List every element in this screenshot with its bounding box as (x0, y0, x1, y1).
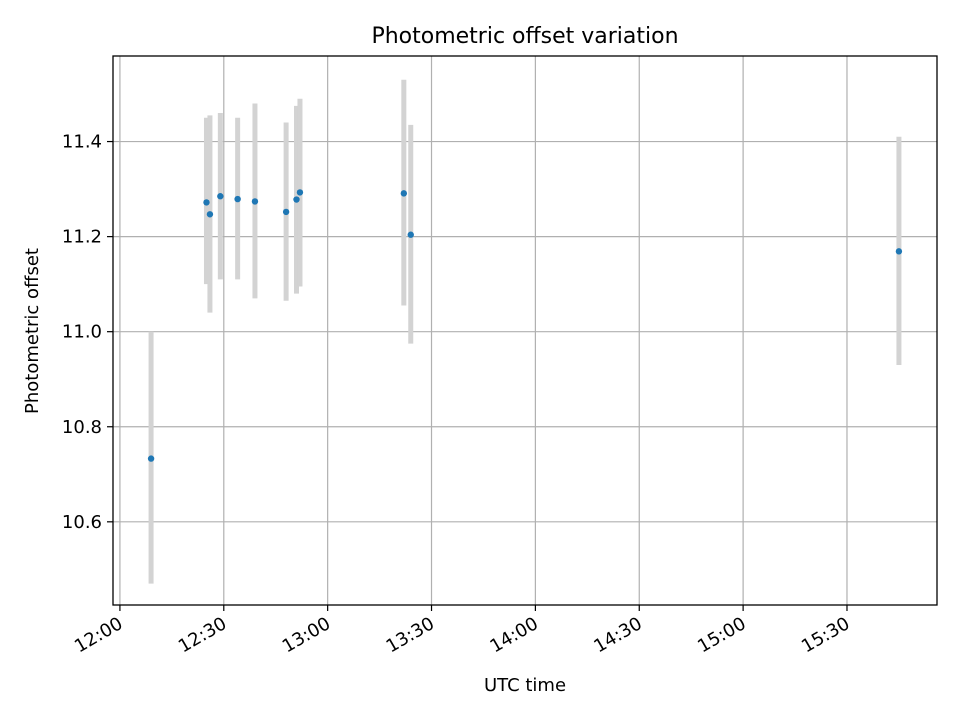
y-axis-label: Photometric offset (22, 248, 43, 414)
data-point (203, 199, 210, 206)
data-point (407, 231, 414, 238)
data-point (217, 193, 224, 200)
y-tick-label: 11.4 (62, 132, 102, 153)
grid-layer (113, 56, 937, 605)
chart-title: Photometric offset variation (371, 24, 678, 49)
data-point (234, 195, 241, 203)
data-point (895, 248, 903, 255)
y-tick-label: 10.8 (62, 417, 102, 438)
point-layer (147, 189, 903, 462)
y-tick-label: 11.0 (62, 322, 102, 343)
data-point (282, 208, 290, 216)
data-point (293, 196, 300, 203)
y-tick-label: 10.6 (62, 512, 102, 533)
data-point (400, 190, 408, 197)
data-point (251, 198, 259, 205)
data-point (147, 455, 155, 462)
y-tick-label: 11.2 (62, 227, 102, 248)
plot-frame (112, 55, 938, 606)
x-axis-label: UTC time (484, 675, 566, 696)
data-point (296, 189, 304, 196)
data-point (206, 211, 214, 218)
